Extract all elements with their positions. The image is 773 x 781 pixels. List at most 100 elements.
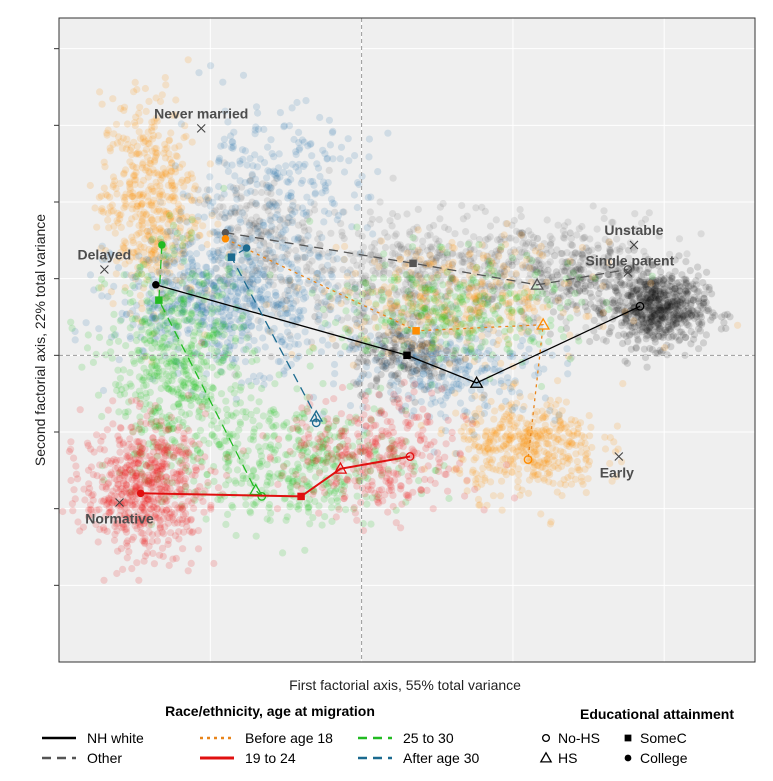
data-point	[381, 243, 390, 252]
data-point	[158, 91, 166, 99]
data-point	[406, 228, 414, 236]
data-point	[531, 247, 540, 255]
data-point	[277, 304, 285, 312]
data-point	[183, 326, 192, 334]
data-point	[434, 271, 442, 279]
data-point	[314, 299, 322, 307]
data-point	[544, 266, 552, 274]
data-point	[494, 302, 503, 310]
data-point	[211, 284, 220, 292]
data-point	[452, 318, 460, 326]
data-point	[292, 246, 300, 255]
data-point	[327, 195, 336, 203]
data-point	[399, 286, 408, 294]
data-point	[246, 278, 254, 286]
data-point	[228, 161, 236, 169]
data-point	[391, 286, 399, 294]
data-point	[433, 240, 441, 248]
data-point	[495, 388, 504, 396]
data-point	[297, 235, 305, 243]
data-point	[338, 232, 346, 240]
data-point	[384, 328, 392, 337]
data-point	[282, 277, 290, 285]
data-point	[391, 302, 399, 310]
data-point	[487, 478, 495, 486]
data-point	[214, 246, 223, 255]
data-point	[252, 199, 260, 207]
data-point	[284, 286, 292, 294]
data-point	[555, 426, 564, 434]
data-point	[172, 238, 180, 246]
data-point	[270, 179, 278, 187]
data-point	[517, 212, 525, 221]
data-point	[481, 320, 489, 328]
data-point	[159, 199, 167, 207]
data-point	[310, 286, 318, 294]
data-point	[426, 231, 434, 239]
data-point	[261, 228, 269, 236]
data-point	[249, 162, 257, 170]
data-point	[410, 350, 418, 358]
data-point	[528, 472, 537, 480]
data-point	[491, 251, 499, 259]
data-point	[144, 197, 152, 205]
data-point	[155, 171, 163, 179]
data-point	[248, 198, 256, 206]
data-point	[329, 265, 337, 273]
data-point	[316, 113, 324, 122]
data-point	[362, 272, 370, 280]
data-point	[251, 126, 259, 134]
data-point	[139, 176, 148, 184]
data-point	[257, 227, 265, 235]
data-point	[535, 260, 543, 268]
data-point	[214, 305, 222, 313]
data-point	[483, 257, 492, 265]
data-point	[519, 406, 527, 414]
data-point	[259, 412, 267, 420]
data-point	[276, 273, 284, 281]
data-point	[530, 448, 538, 456]
data-point	[117, 223, 125, 231]
data-point	[410, 313, 418, 321]
data-point	[99, 208, 107, 216]
data-point	[579, 235, 587, 243]
data-point	[366, 256, 374, 264]
data-point	[429, 255, 437, 263]
data-point	[369, 305, 377, 313]
data-point	[353, 203, 361, 212]
data-point	[288, 104, 296, 112]
data-point	[389, 174, 397, 182]
data-point	[641, 215, 650, 223]
data-point	[417, 309, 425, 317]
data-point	[688, 307, 697, 315]
data-point	[163, 325, 171, 333]
data-point	[239, 270, 248, 278]
data-point	[546, 330, 554, 338]
data-point	[578, 254, 587, 262]
data-point	[254, 316, 262, 325]
data-point	[109, 95, 117, 103]
data-point	[458, 201, 466, 210]
data-point	[640, 345, 649, 353]
data-point	[281, 341, 289, 349]
data-point	[453, 279, 461, 287]
data-point	[212, 265, 221, 273]
data-point	[421, 281, 429, 289]
data-point	[594, 244, 602, 252]
data-point	[405, 268, 413, 276]
data-point	[493, 305, 501, 313]
data-point	[286, 295, 294, 303]
data-point	[563, 345, 571, 353]
data-point	[404, 248, 412, 256]
data-point	[406, 286, 414, 294]
data-point	[318, 263, 326, 271]
data-point	[118, 144, 126, 152]
data-point	[188, 216, 196, 224]
data-point	[410, 225, 418, 233]
data-point	[142, 211, 150, 219]
data-point	[525, 345, 533, 353]
data-point	[202, 196, 210, 204]
data-point	[221, 214, 229, 222]
data-point	[180, 316, 189, 324]
data-point	[133, 202, 141, 210]
